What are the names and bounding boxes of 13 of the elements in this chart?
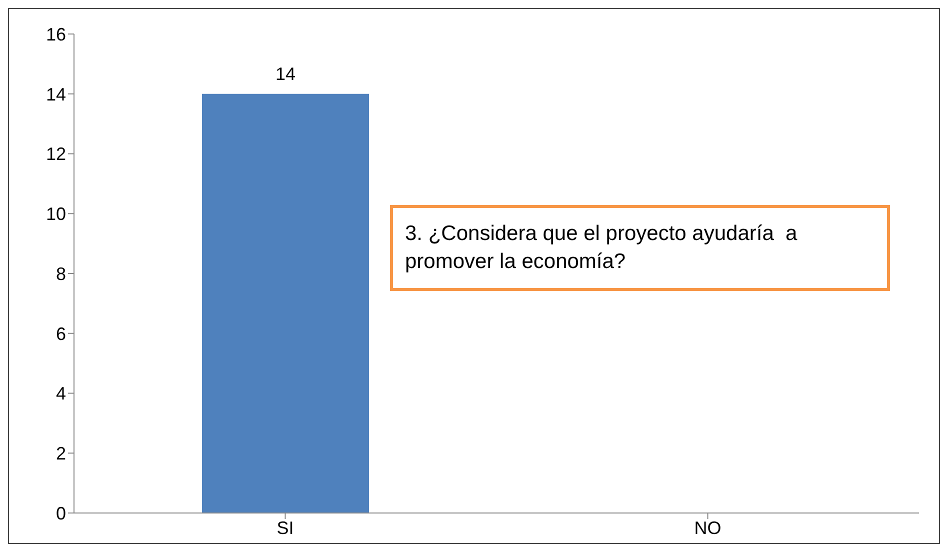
y-tick-label: 10	[46, 204, 66, 224]
y-tick-label: 0	[56, 503, 66, 524]
annotation: 3. ¿Considera que el proyecto ayudaría a promover la economía?	[390, 205, 890, 291]
x-tick-label: SI	[276, 518, 294, 538]
y-tick-label: 14	[46, 84, 66, 104]
data-label: 14	[275, 64, 296, 84]
y-tick-label: 4	[56, 384, 66, 404]
y-tick-label: 8	[56, 264, 66, 284]
x-tick-label: NO	[694, 518, 722, 538]
y-tick-label: 2	[56, 444, 66, 464]
y-tick-label: 16	[46, 24, 66, 44]
y-tick-label: 12	[46, 144, 66, 164]
y-tick-label: 6	[56, 324, 66, 344]
